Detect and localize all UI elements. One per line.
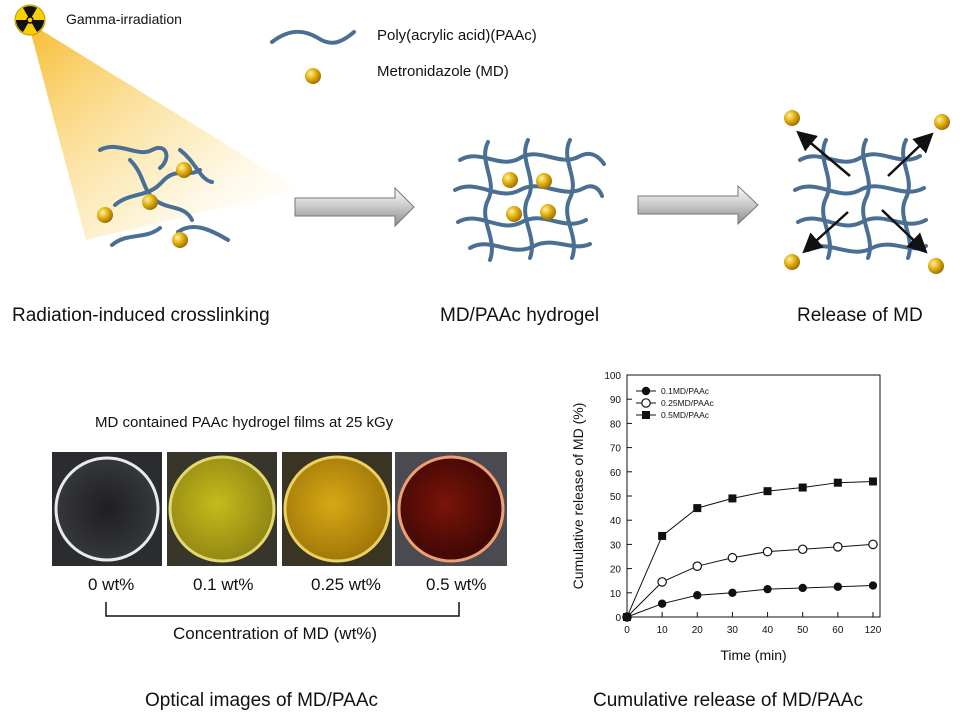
radiation-icon: [14, 4, 46, 36]
x-tick-label: 20: [692, 625, 704, 636]
legend-marker-1: [641, 398, 651, 408]
data-point-s1-7: [868, 539, 878, 550]
process-arrow-1: [294, 186, 415, 228]
y-axis-label: Cumulative release of MD (%): [570, 403, 586, 590]
sample-image-1: [167, 452, 277, 566]
sample-image-3: [395, 452, 507, 566]
data-point-s1-3: [727, 552, 738, 563]
x-tick-label: 40: [762, 625, 774, 636]
drug-balls-stage2: [502, 172, 556, 222]
x-tick-label: 50: [797, 625, 809, 636]
data-point-s0-5: [798, 583, 807, 593]
data-point-s2-0: [623, 613, 631, 621]
x-axis-label: Time (min): [720, 647, 786, 663]
data-point-s0-6: [833, 582, 843, 591]
concentration-bracket: [105, 602, 460, 617]
drug-legend-ball: [305, 68, 321, 84]
y-tick-label: 70: [610, 444, 622, 455]
data-point-s1-5: [797, 544, 808, 555]
data-point-s2-7: [868, 477, 877, 486]
x-tick-label: 30: [727, 625, 739, 636]
polymer-legend-line: [270, 29, 356, 45]
step-label-hydrogel: MD/PAAc hydrogel: [440, 305, 600, 326]
sample-image-2: [282, 452, 392, 566]
legend-marker-0: [641, 386, 651, 396]
data-point-s2-2: [693, 504, 702, 513]
legend-label-2: 0.5MD/PAAc: [661, 410, 710, 420]
data-point-s0-4: [763, 584, 772, 594]
y-tick-label: 10: [610, 589, 622, 600]
drug-legend-label: Metronidazole (MD): [377, 63, 509, 80]
data-point-s2-6: [833, 478, 842, 487]
y-tick-label: 100: [604, 371, 621, 382]
y-tick-label: 30: [610, 540, 622, 551]
data-point-s2-3: [728, 494, 737, 503]
y-tick-label: 40: [610, 516, 622, 527]
y-tick-label: 80: [610, 419, 622, 430]
data-point-s1-4: [762, 546, 773, 557]
sample-label-0: 0 wt%: [88, 575, 135, 594]
x-tick-label: 60: [832, 625, 844, 636]
series-line-2: [626, 480, 873, 618]
x-tick-label: 120: [865, 625, 882, 636]
series-line-1: [626, 543, 874, 618]
polymer-legend-label: Poly(acrylic acid)(PAAc): [377, 27, 537, 44]
chart-caption: Cumulative release of MD/PAAc: [593, 690, 863, 711]
hydrogel-network: [453, 138, 606, 262]
optical-title: MD contained PAAc hydrogel films at 25 k…: [95, 414, 394, 431]
data-point-s0-1: [657, 599, 667, 608]
data-point-s2-1: [658, 531, 667, 540]
y-tick-label: 20: [610, 565, 622, 576]
data-point-s1-6: [833, 542, 843, 552]
sample-label-1: 0.1 wt%: [193, 575, 254, 594]
sample-image-0: [52, 452, 162, 566]
released-drug-balls: [784, 110, 950, 274]
gamma-label: Gamma-irradiation: [66, 11, 182, 27]
step-label-release: Release of MD: [797, 305, 923, 326]
bracket-label: Concentration of MD (wt%): [173, 624, 378, 643]
x-tick-label: 10: [657, 625, 669, 636]
sample-label-3: 0.5 wt%: [426, 575, 487, 594]
sample-label-2: 0.25 wt%: [311, 575, 381, 594]
data-point-s0-2: [693, 591, 702, 600]
drug-balls-stage1: [97, 162, 192, 248]
data-point-s0-7: [868, 581, 878, 590]
legend-marker-2: [642, 411, 650, 419]
step-label-crosslinking: Radiation-induced crosslinking: [12, 305, 270, 326]
data-point-s1-1: [657, 577, 667, 587]
y-tick-label: 0: [615, 613, 621, 624]
data-point-s1-2: [692, 561, 703, 571]
release-arrows: [796, 130, 934, 254]
x-tick-label: 0: [624, 625, 630, 636]
y-tick-label: 90: [610, 395, 622, 406]
process-arrow-2: [637, 184, 759, 226]
y-tick-label: 50: [610, 492, 622, 503]
release-chart: 0 10 20 30 40 50 60 70 80 90 100 0 10 20 30 40 50 60 120 Ti…: [570, 371, 882, 663]
optical-caption: Optical images of MD/PAAc: [145, 690, 379, 711]
y-tick-label: 60: [610, 468, 622, 479]
data-point-s2-4: [763, 487, 772, 496]
legend-label-1: 0.25MD/PAAc: [661, 398, 715, 408]
data-point-s0-3: [728, 588, 737, 597]
legend-label-0: 0.1MD/PAAc: [661, 386, 710, 396]
optical-images: [52, 452, 507, 566]
gamma-beam: [28, 22, 300, 240]
series-line-0: [626, 585, 873, 618]
data-point-s2-5: [798, 483, 807, 492]
process-illustration: [14, 4, 950, 274]
